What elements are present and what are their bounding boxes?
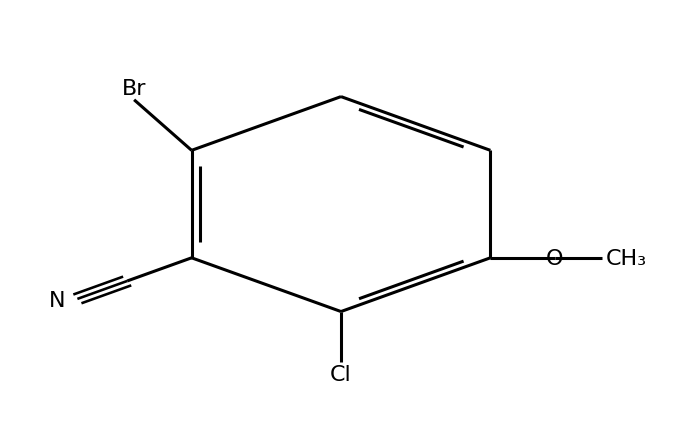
Text: N: N bbox=[49, 290, 65, 310]
Text: Br: Br bbox=[122, 78, 147, 98]
Text: O: O bbox=[546, 248, 563, 268]
Text: Cl: Cl bbox=[330, 364, 352, 384]
Text: CH₃: CH₃ bbox=[606, 248, 647, 268]
